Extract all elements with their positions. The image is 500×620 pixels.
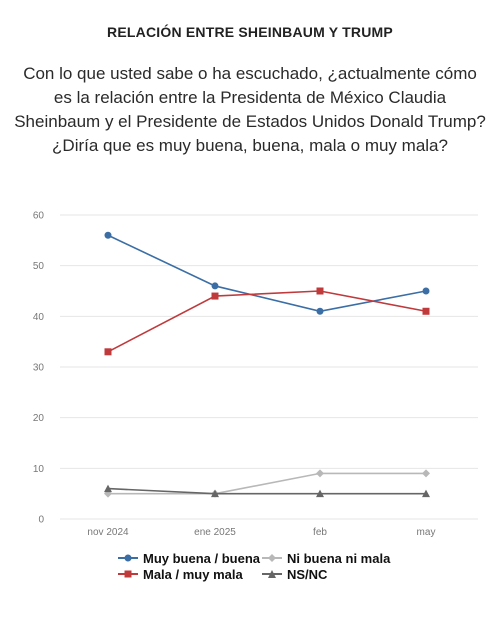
legend-marker-diamond-icon <box>262 554 282 562</box>
y-tick-label: 20 <box>33 413 45 424</box>
y-tick-label: 60 <box>33 211 45 222</box>
y-tick-label: 10 <box>33 464 45 475</box>
legend-label: NS/NC <box>287 566 328 582</box>
legend-item-muy-buena[interactable]: Muy buena / buena <box>118 550 260 566</box>
legend-label: Ni buena ni mala <box>287 550 391 566</box>
legend-marker-circle-icon <box>118 554 138 562</box>
y-tick-label: 50 <box>33 261 45 272</box>
legend-item-ns-nc[interactable]: NS/NC <box>262 566 327 582</box>
data-point <box>316 469 324 478</box>
y-tick-label: 30 <box>33 363 45 374</box>
data-point <box>316 287 324 295</box>
series-line <box>107 234 427 313</box>
series-line <box>108 472 426 495</box>
data-point <box>316 307 324 315</box>
series-line <box>107 290 427 353</box>
legend-item-ni-buena[interactable]: Ni buena ni mala <box>262 550 390 566</box>
data-point <box>211 282 219 290</box>
data-point <box>104 348 112 356</box>
legend-marker-triangle-icon <box>262 570 282 578</box>
x-tick-label: ene 2025 <box>194 527 236 538</box>
data-point <box>316 489 324 498</box>
x-tick-label: nov 2024 <box>87 527 129 538</box>
series-line <box>107 487 426 495</box>
legend-item-mala[interactable]: Mala / muy mala <box>118 566 243 582</box>
data-point <box>104 484 112 493</box>
chart-title: RELACIÓN ENTRE SHEINBAUM Y TRUMP <box>107 24 393 40</box>
legend-label: Mala / muy mala <box>143 566 243 582</box>
chart-question: Con lo que usted sabe o ha escuchado, ¿a… <box>14 64 486 155</box>
line-chart: 0 10 20 30 40 50 60 nov 2024 ene 2025 feb may <box>33 211 478 538</box>
x-tick-label: may <box>417 527 436 538</box>
data-point <box>211 292 219 300</box>
y-tick-label: 40 <box>33 312 45 323</box>
y-tick-label: 0 <box>38 515 44 526</box>
data-point <box>422 469 430 478</box>
data-point <box>211 489 219 498</box>
x-tick-label: feb <box>313 527 327 538</box>
data-point <box>422 287 430 295</box>
data-point <box>422 307 430 315</box>
legend-label: Muy buena / buena <box>143 550 261 566</box>
data-point <box>104 231 112 239</box>
data-point <box>422 489 430 498</box>
legend-marker-square-icon <box>118 570 138 578</box>
